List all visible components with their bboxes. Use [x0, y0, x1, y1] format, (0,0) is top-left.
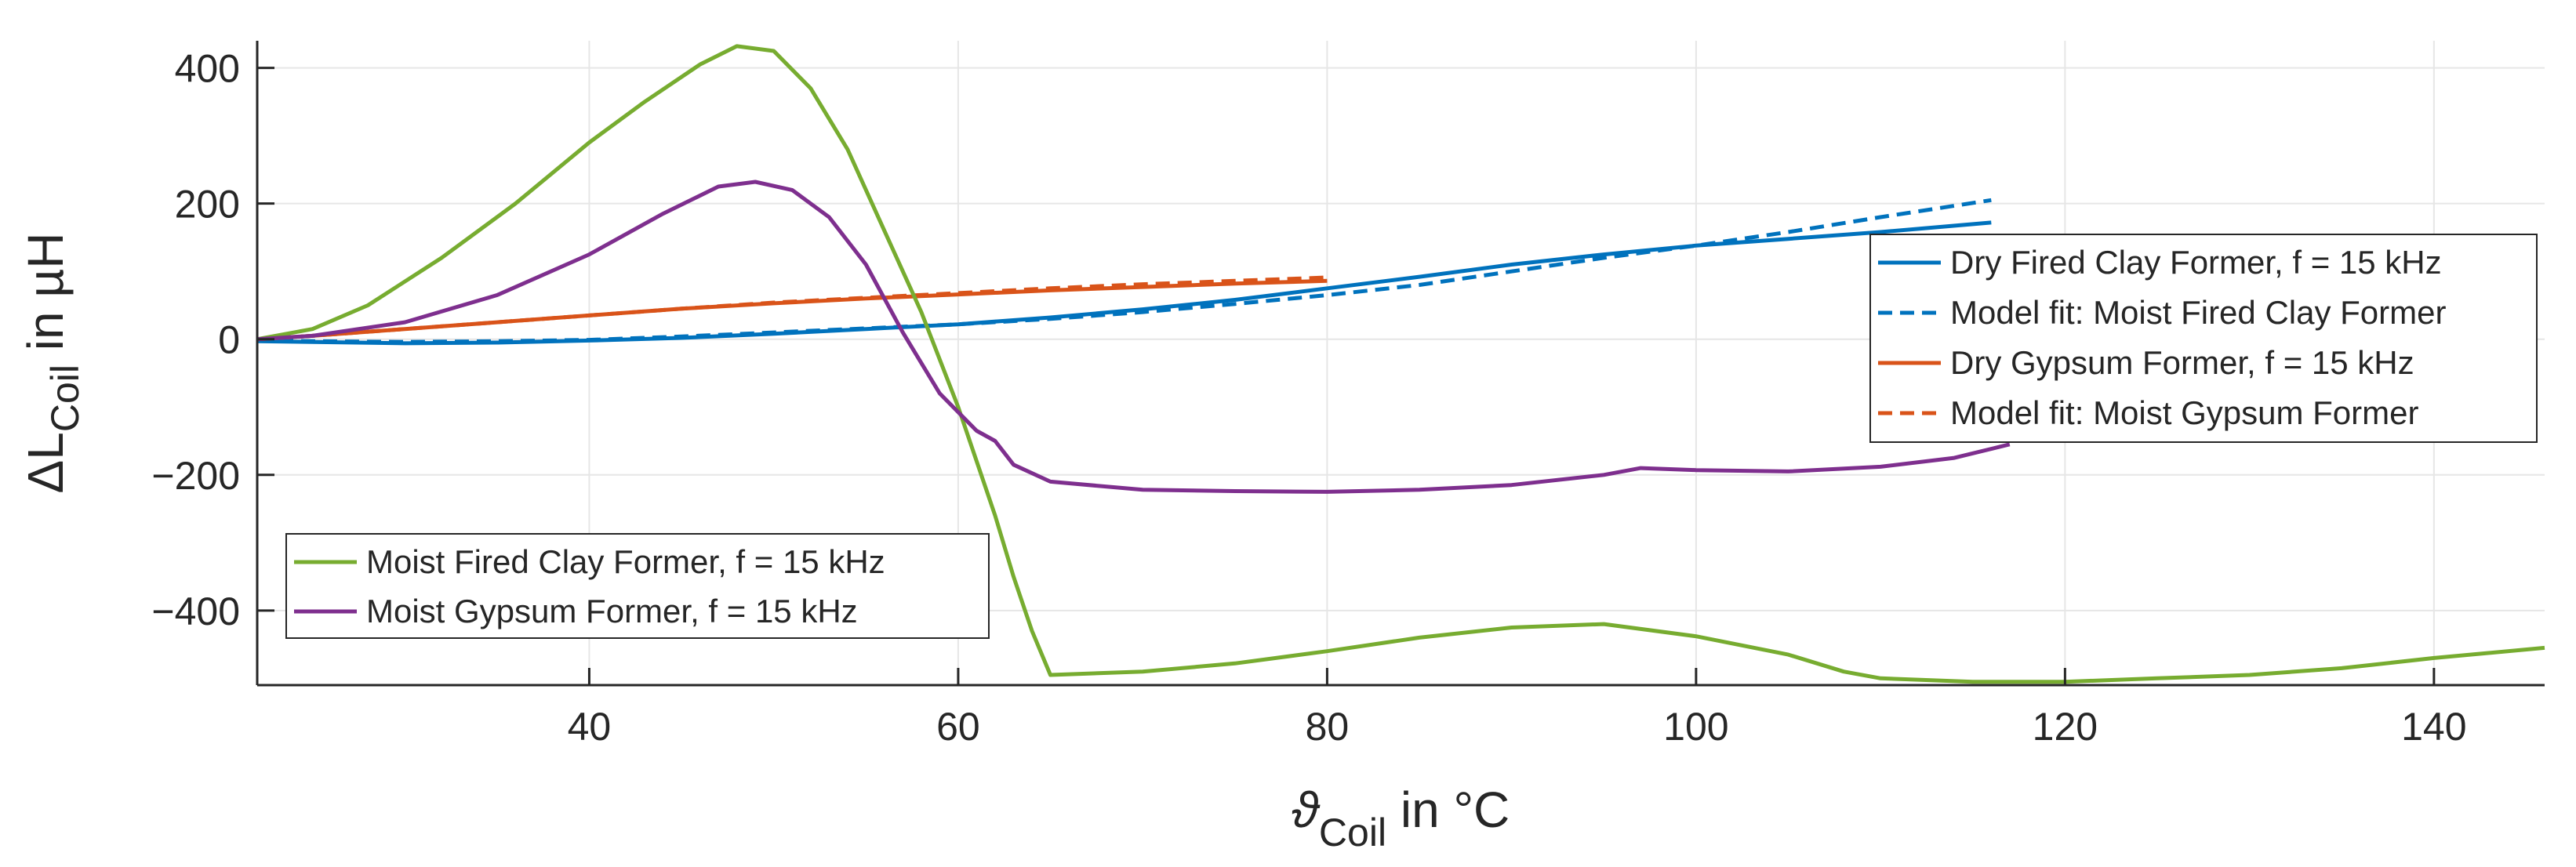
series-line-4 [256, 44, 2545, 684]
x-axis-label-symbol: ϑ [1292, 782, 1321, 838]
y-tick-label: 0 [218, 318, 240, 362]
legend-top-right-box [1869, 234, 2538, 443]
legend-label: Moist Fired Clay Former, f = 15 kHz [366, 543, 885, 580]
y-tick-label: 400 [175, 47, 240, 91]
x-axis-label-unit: in °C [1386, 782, 1510, 838]
ticks: 40 60 80 100 120 140 400 200 0 −200 −400 [151, 47, 2466, 749]
x-tick-label: 40 [568, 705, 612, 749]
series-line-1 [256, 198, 1992, 344]
x-tick-label: 140 [2401, 705, 2466, 749]
legend-label: Moist Gypsum Former, f = 15 kHz [366, 593, 858, 629]
legend-bottom-left-box [285, 533, 990, 639]
x-axis-label: ϑCoil in °C [1292, 782, 1510, 854]
y-axis-label: ΔLCoil in µH [17, 233, 87, 494]
legend-bottom-left: Moist Fired Clay Former, f = 15 kHz Moist… [285, 533, 990, 639]
series-line-3 [256, 275, 1328, 342]
x-axis-label-subscript: Coil [1319, 811, 1386, 854]
y-tick-label: −400 [151, 589, 240, 633]
x-tick-label: 120 [2033, 705, 2098, 749]
y-tick-label: −200 [151, 454, 240, 498]
y-axis-label-unit: in µH [17, 233, 74, 365]
legend-label: Model fit: Moist Gypsum Former [1950, 394, 2418, 431]
legend-label: Dry Fired Clay Former, f = 15 kHz [1950, 244, 2442, 281]
legend-label: Dry Gypsum Former, f = 15 kHz [1950, 344, 2414, 381]
y-axis-label-subscript: Coil [43, 365, 87, 432]
x-tick-label: 60 [936, 705, 980, 749]
y-tick-label: 200 [175, 183, 240, 227]
x-tick-label: 80 [1306, 705, 1350, 749]
legend-label: Model fit: Moist Fired Clay Former [1950, 294, 2446, 331]
x-tick-label: 100 [1663, 705, 1728, 749]
legend-top-right: Dry Fired Clay Former, f = 15 kHz Model f… [1869, 234, 2538, 443]
series-group [256, 44, 2545, 684]
series-line-5 [256, 180, 2011, 494]
y-axis-label-symbol: ΔL [17, 432, 74, 493]
